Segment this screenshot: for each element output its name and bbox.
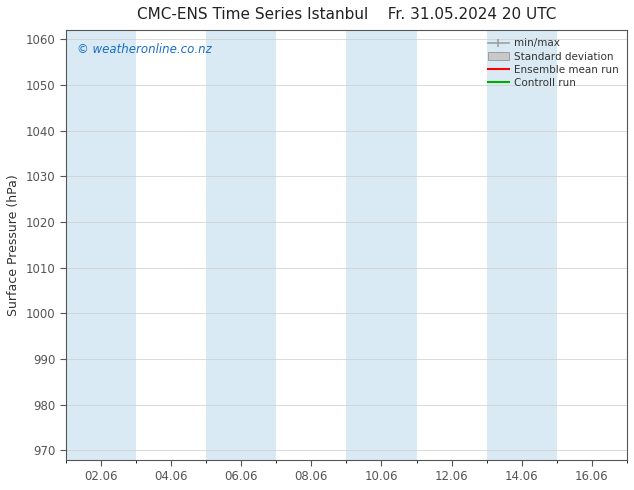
Bar	[487, 30, 557, 460]
Text: © weatheronline.co.nz: © weatheronline.co.nz	[77, 43, 212, 56]
Legend: min/max, Standard deviation, Ensemble mean run, Controll run: min/max, Standard deviation, Ensemble me…	[485, 35, 622, 91]
Title: CMC-ENS Time Series Istanbul    Fr. 31.05.2024 20 UTC: CMC-ENS Time Series Istanbul Fr. 31.05.2…	[137, 7, 556, 22]
Bar	[206, 30, 276, 460]
Y-axis label: Surface Pressure (hPa): Surface Pressure (hPa)	[7, 174, 20, 316]
Bar	[66, 30, 136, 460]
Bar	[627, 30, 634, 460]
Bar	[346, 30, 417, 460]
